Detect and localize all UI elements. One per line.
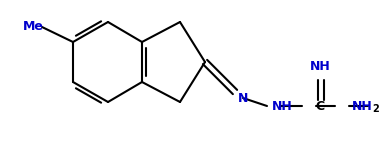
Text: NH: NH bbox=[272, 100, 293, 113]
Text: NH: NH bbox=[310, 59, 330, 73]
Text: 2: 2 bbox=[372, 104, 379, 114]
Text: C: C bbox=[315, 100, 325, 113]
Text: Me: Me bbox=[23, 19, 44, 32]
Text: NH: NH bbox=[352, 100, 373, 113]
Text: N: N bbox=[238, 92, 248, 105]
